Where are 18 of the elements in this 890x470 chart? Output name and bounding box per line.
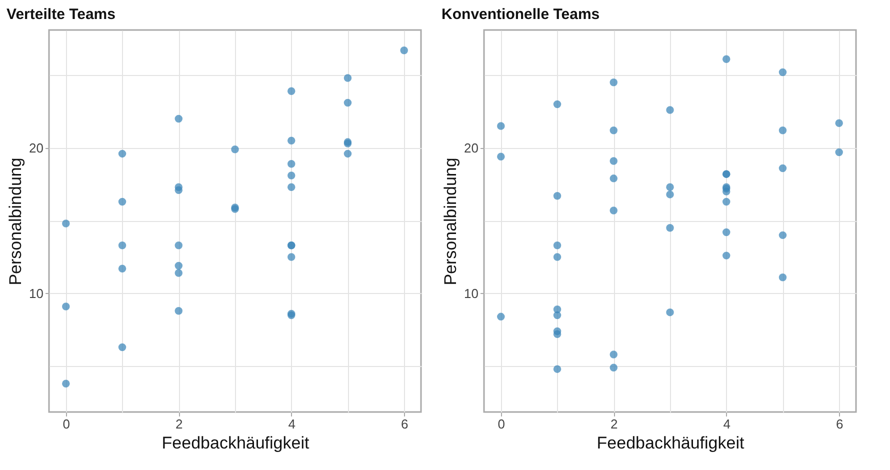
x-tick-label: 6 (400, 416, 408, 432)
y-tick-label: 10 (464, 286, 478, 301)
x-tick-label: 6 (836, 416, 844, 432)
y-axis-title: Personalbindung (6, 158, 26, 286)
y-tick-label: 20 (29, 140, 44, 156)
x-tick-label: 0 (62, 416, 70, 432)
x-axis-title: Feedbackhäufigkeit (596, 434, 744, 452)
x-tick-label: 0 (498, 416, 506, 432)
x-axis-title: Feedbackhäufigkeit (162, 434, 310, 452)
y-tick-label: 10 (29, 286, 44, 301)
x-tick-label: 2 (176, 416, 183, 432)
x-tick-label: 4 (723, 416, 730, 432)
x-tick-label: 4 (288, 416, 296, 432)
chart-title: Verteilte Teams (6, 6, 116, 23)
chart-title: Konventionelle Teams (442, 6, 600, 23)
x-tick-label: 2 (610, 416, 618, 432)
y-tick-label: 20 (464, 140, 478, 156)
y-axis-title: Personalbindung (441, 158, 460, 286)
